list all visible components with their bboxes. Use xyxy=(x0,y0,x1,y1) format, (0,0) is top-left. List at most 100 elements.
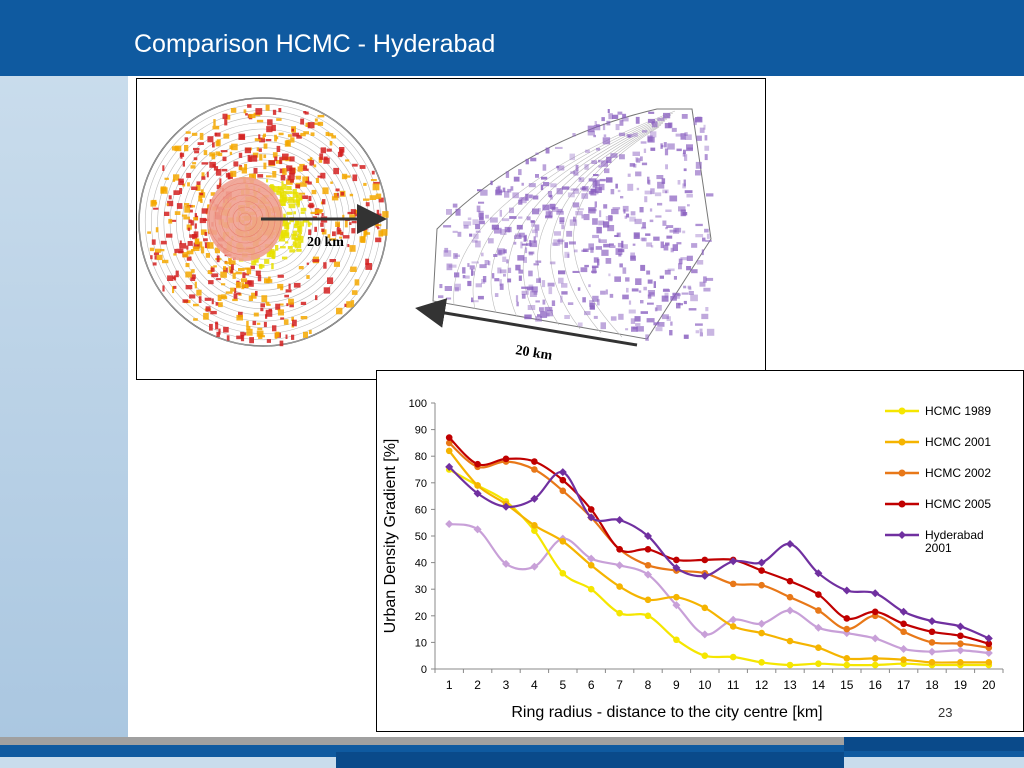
data-point xyxy=(445,447,453,455)
data-point xyxy=(843,655,851,662)
x-tick-label: 11 xyxy=(727,678,740,692)
series-hyderabad-2001 xyxy=(445,462,993,643)
data-point xyxy=(502,455,510,463)
series-hcmc-2001 xyxy=(445,447,993,666)
data-point xyxy=(701,604,709,612)
x-tick-label: 8 xyxy=(645,678,652,692)
data-point xyxy=(815,607,822,614)
data-point xyxy=(899,645,908,654)
x-tick-label: 2 xyxy=(474,678,481,692)
data-point xyxy=(473,489,482,498)
x-tick-label: 13 xyxy=(783,678,797,692)
data-point xyxy=(814,569,823,578)
data-point xyxy=(729,615,738,624)
data-point xyxy=(473,525,482,534)
y-tick-label: 80 xyxy=(415,451,427,463)
left-decor-panel xyxy=(0,76,128,768)
data-point xyxy=(673,556,680,564)
data-point xyxy=(871,608,879,616)
data-point xyxy=(644,612,652,620)
y-axis-label: Urban Density Gradient [%] xyxy=(382,439,399,634)
data-point xyxy=(587,554,596,563)
legend-item: HCMC 2001 xyxy=(885,435,991,449)
legend-label: Hyderabad xyxy=(925,528,984,542)
data-point xyxy=(757,558,766,567)
data-point xyxy=(928,647,936,656)
x-tick-label: 17 xyxy=(897,678,911,692)
data-point xyxy=(531,527,538,534)
x-tick-label: 1 xyxy=(446,678,453,692)
data-point xyxy=(956,646,965,655)
legend-item: HCMC 2002 xyxy=(885,466,991,480)
legend-marker xyxy=(898,407,906,415)
y-tick-label: 40 xyxy=(415,558,427,570)
series-hcmc-2005 xyxy=(445,434,993,648)
data-point xyxy=(957,640,964,648)
x-tick-label: 14 xyxy=(812,678,826,692)
data-point xyxy=(900,656,907,663)
data-point xyxy=(899,607,908,616)
x-tick-label: 10 xyxy=(698,678,712,692)
series-hcmc-1989 xyxy=(445,466,993,669)
data-point xyxy=(815,591,822,598)
data-point xyxy=(871,655,879,662)
data-point xyxy=(928,659,936,666)
data-point xyxy=(984,634,993,643)
y-tick-label: 30 xyxy=(415,584,427,596)
data-point xyxy=(757,619,766,628)
data-point xyxy=(559,538,567,545)
data-point xyxy=(700,630,709,639)
slide-title: Comparison HCMC - Hyderabad xyxy=(134,30,496,58)
data-point xyxy=(672,601,681,610)
data-point xyxy=(615,561,624,570)
legend-label: HCMC 2005 xyxy=(925,497,991,511)
data-point xyxy=(815,660,822,667)
scale-arrow-right xyxy=(415,298,638,347)
data-point xyxy=(644,546,652,553)
x-tick-label: 16 xyxy=(869,678,883,692)
data-point xyxy=(843,661,851,669)
data-point xyxy=(474,482,481,489)
data-point xyxy=(871,661,879,669)
data-point xyxy=(531,466,538,473)
y-tick-label: 70 xyxy=(415,478,427,490)
data-point xyxy=(531,458,538,465)
data-point xyxy=(729,623,737,630)
data-point xyxy=(984,649,993,658)
series-hyderabad-2001-unlabeled- xyxy=(445,520,993,658)
legend-marker xyxy=(898,438,906,446)
data-point xyxy=(758,581,765,589)
chart-panel: 0 10 20 30 40 50 60 70 80 90 100 1 2 3 4 5 6 7 8 9 10 11 12 13 1… xyxy=(376,370,1024,732)
y-tick-label: 50 xyxy=(415,531,427,543)
data-point xyxy=(956,622,965,631)
data-point xyxy=(559,569,567,577)
data-point xyxy=(616,546,623,553)
legend-label: HCMC 2001 xyxy=(925,435,991,449)
data-point xyxy=(786,539,794,548)
x-tick-label: 12 xyxy=(755,678,769,692)
data-point xyxy=(644,532,652,540)
data-point xyxy=(786,577,794,585)
x-tick-label: 6 xyxy=(588,678,595,692)
data-point xyxy=(729,580,737,588)
data-point xyxy=(474,460,481,468)
data-point xyxy=(815,644,822,652)
data-point xyxy=(729,557,738,566)
series-hcmc-2002 xyxy=(445,439,993,652)
data-point xyxy=(558,468,567,477)
footer-band-dark xyxy=(336,752,844,768)
footer-band-grey xyxy=(0,737,1024,745)
data-point xyxy=(758,567,765,574)
data-point xyxy=(445,462,454,471)
data-point xyxy=(786,637,794,645)
legend-marker xyxy=(898,500,906,508)
data-point xyxy=(701,652,709,659)
data-point xyxy=(786,606,794,615)
data-point xyxy=(530,562,539,571)
data-point xyxy=(871,634,880,643)
data-point xyxy=(502,502,510,511)
data-point xyxy=(957,632,964,640)
legend-item: HCMC 1989 xyxy=(885,404,991,418)
y-tick-label: 20 xyxy=(415,611,427,623)
